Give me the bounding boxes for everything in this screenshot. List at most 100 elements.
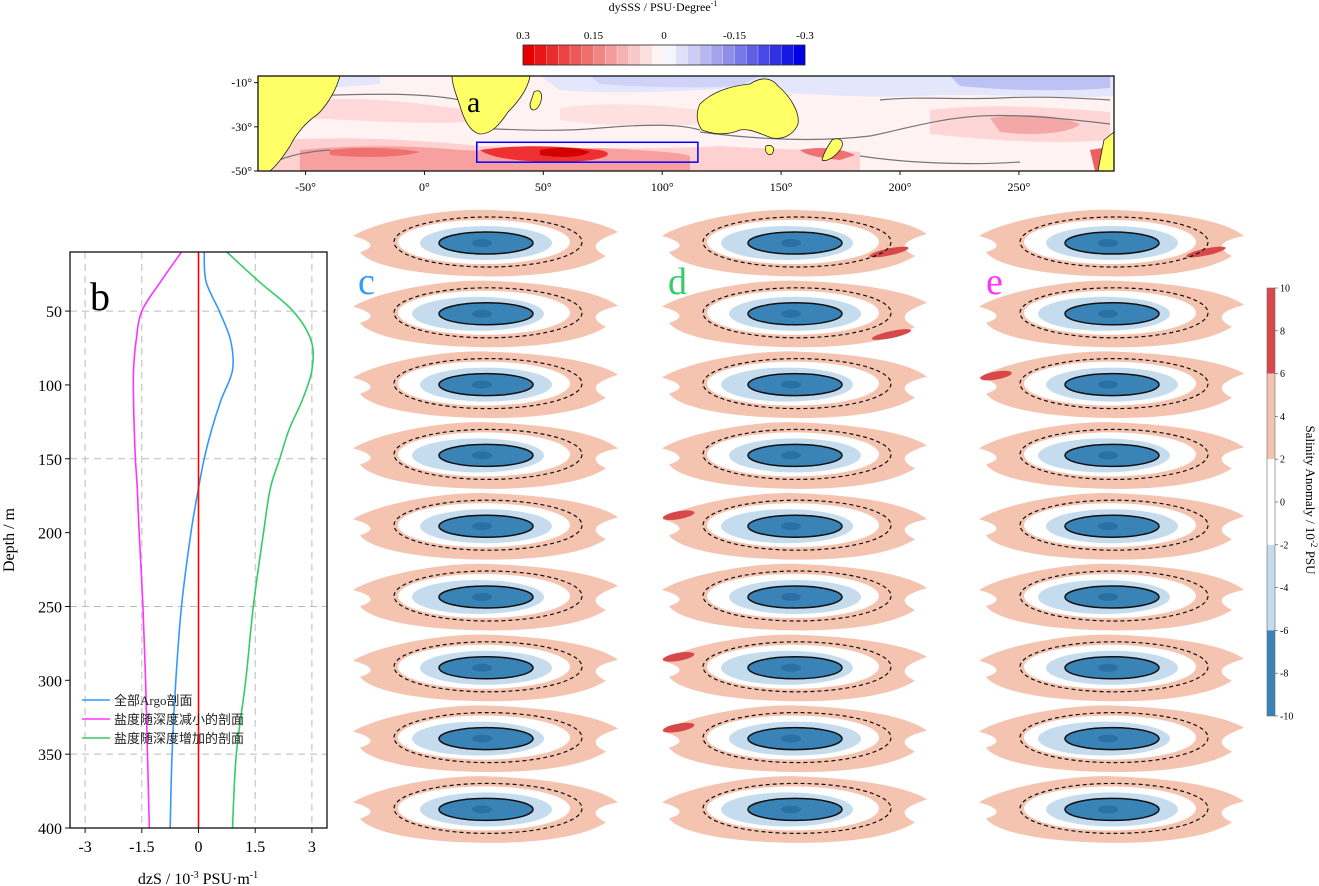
- strong-positive-anomaly: [662, 722, 695, 733]
- core-center: [472, 309, 492, 318]
- core-center: [1098, 380, 1118, 389]
- outer-dashed-contour: [393, 499, 583, 551]
- colorbar-a-block: [558, 44, 571, 66]
- outer-dashed-contour: [393, 641, 583, 693]
- map-x-tick-label: 100°: [651, 180, 674, 194]
- panel-b-gridlines: [70, 252, 327, 828]
- composite-level: [662, 209, 927, 277]
- outer-dashed-contour: [1019, 782, 1209, 835]
- strong-positive-anomaly: [662, 652, 695, 662]
- core-center: [472, 522, 492, 531]
- panel-b-y-tick-label: 250: [38, 599, 62, 616]
- salinity-colorbar-tick-label: -10: [1280, 712, 1293, 723]
- outer-dashed-contour: [702, 428, 892, 480]
- colorbar-a-block: [652, 44, 665, 66]
- composite-level: [353, 492, 618, 560]
- salinity-colorbar-tick-label: -4: [1280, 583, 1288, 594]
- core-center: [1098, 451, 1118, 460]
- colorbar-a-tick-label: -0.15: [723, 30, 746, 42]
- outer-dashed-contour: [393, 216, 583, 268]
- panel-b-x-tick-label: 0: [195, 839, 203, 856]
- core-center: [781, 309, 801, 318]
- colorbar-a-block: [663, 44, 677, 66]
- colorbar-a-block: [534, 44, 547, 66]
- salinity-colorbar-tick-label: 6: [1280, 369, 1285, 380]
- inner-solid-contour: [747, 726, 843, 751]
- colorbar-a-block: [640, 44, 653, 66]
- composite-level: [662, 776, 927, 843]
- panel-b-series-line: [169, 252, 234, 828]
- colorbar-a-block: [710, 44, 724, 66]
- salinity-colorbar-title: Salinity Anomaly / 10-2 PSU: [1303, 425, 1319, 575]
- outer-dashed-contour: [702, 499, 892, 551]
- core-center: [1098, 309, 1118, 318]
- legend-label: 盐度随深度增加的剖面: [114, 731, 244, 746]
- map-frame: [257, 75, 1115, 172]
- colorbar-a-block: [522, 44, 536, 66]
- outer-dashed-contour: [702, 711, 892, 764]
- colorbar-a-title: dySSS / PSU·Degree-1: [609, 0, 718, 14]
- strong-positive-anomaly: [869, 246, 909, 258]
- core-center: [472, 734, 492, 743]
- strong-positive-anomaly: [980, 370, 1012, 381]
- outer-dashed-contour: [1019, 287, 1209, 339]
- inner-solid-contour: [1064, 726, 1160, 751]
- composite-level: [662, 563, 927, 631]
- outer-dashed-contour: [393, 428, 583, 480]
- composite-level: [979, 634, 1244, 702]
- core-center: [781, 734, 801, 743]
- core-center: [781, 593, 801, 601]
- panel-b-y-tick-label: 150: [38, 452, 62, 469]
- core-center: [472, 663, 492, 672]
- map-x-tick-label: 200°: [889, 180, 912, 194]
- inner-solid-contour: [747, 372, 843, 397]
- strong-positive-anomaly: [871, 329, 912, 340]
- colorbar-a-block: [675, 44, 688, 66]
- colorbar-a-block: [581, 44, 594, 66]
- colorbar-a-block: [546, 44, 559, 66]
- panel-b-x-tick-label: -3: [78, 839, 91, 856]
- core-center: [781, 239, 801, 247]
- colorbar-a-block: [687, 44, 700, 66]
- salinity-colorbar-tick-label: 4: [1280, 412, 1285, 423]
- colorbar-a-tick-label: 0.15: [584, 30, 604, 42]
- composite-level: [979, 776, 1244, 843]
- inner-solid-contour: [747, 585, 843, 609]
- core-center: [472, 593, 492, 601]
- outer-dashed-contour: [702, 216, 892, 268]
- inner-solid-contour: [438, 726, 534, 751]
- core-center: [1098, 593, 1118, 601]
- panel-b-x-tick-label: -1.5: [129, 839, 154, 856]
- salinity-colorbar-band: [1267, 288, 1275, 374]
- salinity-colorbar-band: [1267, 630, 1275, 716]
- panel-d-label: d: [668, 261, 687, 303]
- composite-level: [353, 705, 618, 773]
- core-center: [1098, 663, 1118, 672]
- salinity-colorbar-tick-label: -8: [1280, 669, 1288, 680]
- outer-dashed-contour: [1019, 428, 1209, 480]
- core-center: [781, 451, 801, 460]
- outer-dashed-contour: [393, 358, 583, 410]
- core-center: [1098, 239, 1118, 247]
- inner-solid-contour: [438, 372, 534, 397]
- core-center: [1098, 734, 1118, 743]
- inner-solid-contour: [438, 514, 534, 538]
- colorbar-a-block: [769, 44, 782, 66]
- colorbar-a-block: [616, 44, 630, 66]
- colorbar-a-block: [605, 44, 618, 66]
- panel-b-y-tick-label: 350: [38, 747, 62, 764]
- colorbar-a-block: [628, 44, 641, 66]
- panel-b-series-line: [226, 252, 315, 828]
- panel-b-ylabel: Depth / m: [1, 507, 18, 572]
- legend-label: 全部Argo剖面: [114, 693, 192, 708]
- colorbar-a-block: [593, 44, 606, 66]
- core-center: [781, 522, 801, 531]
- colorbar-a: [522, 44, 806, 66]
- inner-solid-contour: [1064, 231, 1160, 255]
- salinity-colorbar-band: [1267, 373, 1275, 460]
- map-y-tick-label: -50°: [231, 164, 252, 178]
- composite-level: [979, 280, 1244, 348]
- panel-b-y-tick-label: 50: [46, 304, 62, 321]
